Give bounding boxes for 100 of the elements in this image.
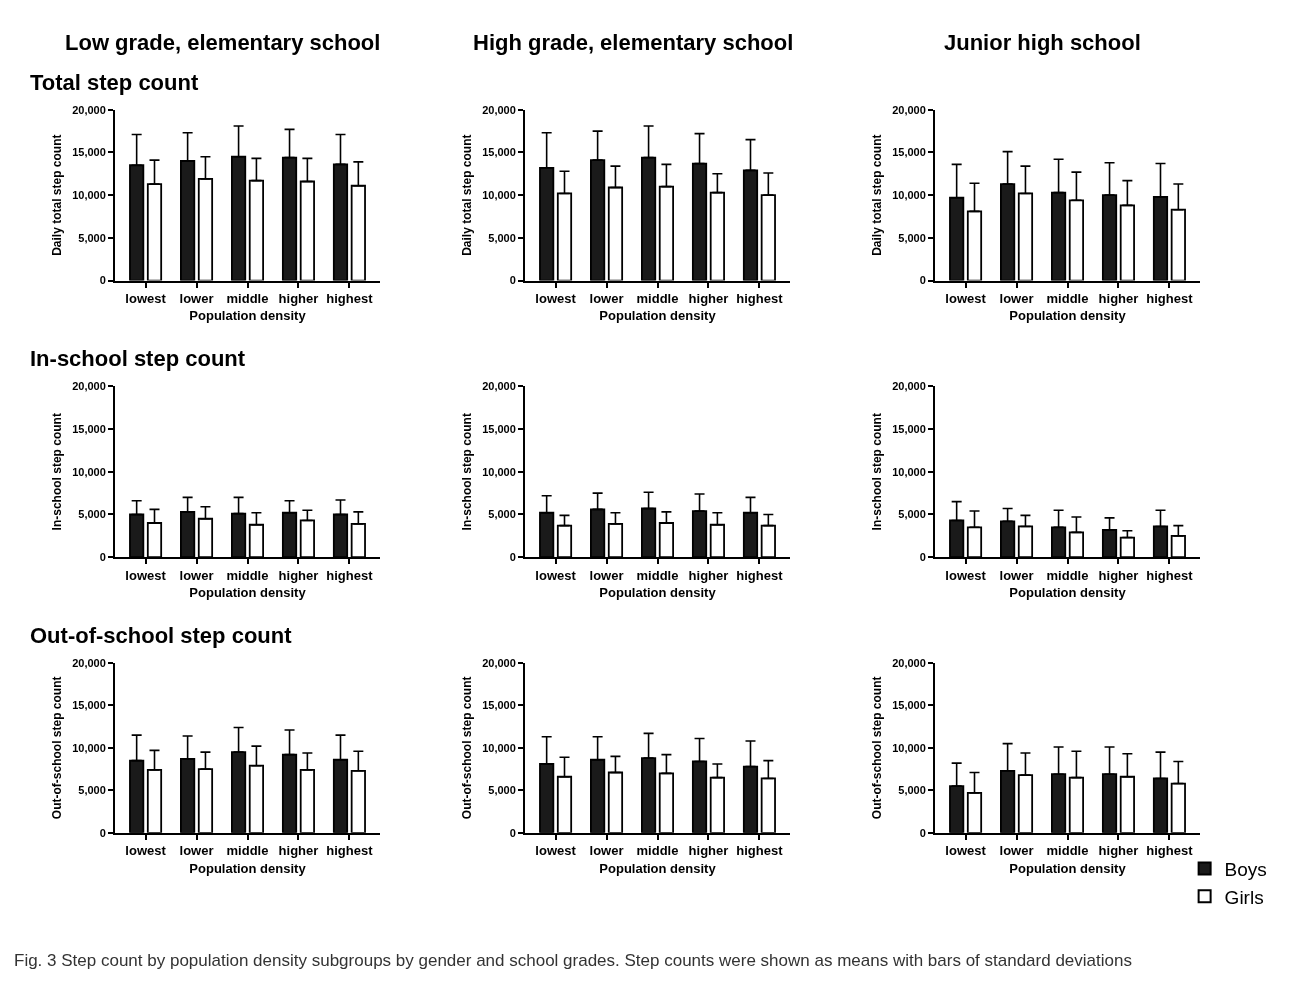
y-tick-label: 10,000 [892,465,926,478]
x-axis-title: Population density [599,308,717,324]
y-tick-label: 5,000 [488,784,516,797]
y-tick-label: 15,000 [892,699,926,712]
chart-title: Low grade, elementary school [65,30,381,55]
y-tick-label: 5,000 [78,784,106,797]
y-axis-title: Out-of-school step count [459,676,474,820]
y-tick-label: 10,000 [482,741,516,754]
x-tick-label: lower [999,843,1034,859]
y-tick-label: 20,000 [482,103,516,116]
y-tick-label: 10,000 [892,189,926,202]
x-tick-label: lower [179,567,214,583]
y-tick-label: 20,000 [72,656,106,669]
x-tick-label: lowest [945,843,987,859]
chart-subtitle: In-school step count [30,346,246,371]
y-tick-label: 15,000 [72,699,106,712]
y-axis-title: In-school step count [459,413,474,531]
x-tick-label: highest [1146,291,1194,307]
x-tick-label: lower [179,291,214,307]
y-tick-label: 5,000 [898,508,926,521]
y-tick-label: 10,000 [72,741,106,754]
x-tick-label: lower [589,843,624,859]
x-tick-label: middle [636,291,679,307]
x-tick-label: higher [278,567,319,583]
y-tick-label: 15,000 [892,146,926,159]
y-tick-label: 10,000 [482,465,516,478]
x-tick-label: higher [688,843,729,859]
x-tick-label: highest [736,843,784,859]
x-tick-label: higher [688,567,729,583]
x-tick-label: lowest [125,291,167,307]
chart-title: Junior high school [944,30,1141,55]
x-tick-label: lower [999,291,1034,307]
y-tick-label: 10,000 [72,465,106,478]
x-tick-label: lowest [945,291,987,307]
x-axis-title: Population density [1009,584,1127,600]
y-tick-label: 20,000 [892,656,926,669]
y-tick-label: 0 [919,551,926,564]
x-tick-label: lowest [535,567,577,583]
y-tick-label: 5,000 [78,508,106,521]
y-tick-label: 15,000 [482,699,516,712]
y-tick-label: 20,000 [72,380,106,393]
x-tick-label: lower [999,567,1034,583]
y-tick-label: 20,000 [892,380,926,393]
y-axis-title: Daily total step count [49,134,64,256]
x-tick-label: higher [278,291,319,307]
y-tick-label: 0 [99,551,106,564]
x-tick-label: highest [736,567,784,583]
y-tick-label: 10,000 [72,189,106,202]
y-tick-label: 5,000 [78,231,106,244]
x-axis-title: Population density [189,584,307,600]
x-tick-label: higher [1098,291,1139,307]
x-tick-label: higher [278,843,319,859]
y-tick-label: 0 [99,826,106,839]
y-axis-title: Out-of-school step count [869,676,884,820]
caption: Fig. 3 Step count by population density subgroups by gender and school grades. Step counts were shown as means with bars of standard deviations [14,951,1132,970]
x-axis-title: Population density [599,584,717,600]
x-tick-label: lowest [535,291,577,307]
x-tick-label: middle [1046,291,1089,307]
y-tick-label: 5,000 [488,231,516,244]
x-tick-label: higher [1098,567,1139,583]
legend-label: Boys [1224,859,1267,881]
x-tick-label: middle [1046,567,1089,583]
x-tick-label: middle [1046,843,1089,859]
x-tick-label: lower [589,567,624,583]
y-tick-label: 15,000 [892,422,926,435]
y-tick-label: 0 [99,274,106,287]
x-tick-label: middle [226,567,269,583]
x-tick-label: lowest [945,567,987,583]
y-tick-label: 0 [509,274,516,287]
y-tick-label: 0 [919,274,926,287]
x-tick-label: middle [226,843,269,859]
y-tick-label: 5,000 [898,231,926,244]
y-tick-label: 0 [509,551,516,564]
y-tick-label: 0 [919,826,926,839]
x-tick-label: highest [1146,567,1194,583]
y-tick-label: 15,000 [72,422,106,435]
x-axis-title: Population density [189,308,307,324]
x-tick-label: highest [1146,843,1194,859]
chart-subtitle: Out-of-school step count [30,623,293,648]
x-tick-label: higher [688,291,729,307]
x-tick-label: higher [1098,843,1139,859]
x-tick-label: highest [326,567,374,583]
y-tick-label: 15,000 [482,146,516,159]
x-tick-label: middle [636,567,679,583]
x-axis-title: Population density [1009,308,1127,324]
y-axis-title: In-school step count [869,413,884,531]
y-tick-label: 20,000 [482,656,516,669]
y-tick-label: 10,000 [482,189,516,202]
y-tick-label: 20,000 [892,103,926,116]
y-tick-label: 15,000 [72,146,106,159]
y-axis-title: Daily total step count [869,134,884,256]
x-tick-label: highest [736,291,784,307]
y-tick-label: 0 [509,826,516,839]
x-tick-label: highest [326,843,374,859]
chart-title: High grade, elementary school [473,30,794,55]
x-tick-label: highest [326,291,374,307]
y-tick-label: 5,000 [898,784,926,797]
x-tick-label: lowest [125,567,167,583]
y-tick-label: 20,000 [482,380,516,393]
x-tick-label: lowest [125,843,167,859]
